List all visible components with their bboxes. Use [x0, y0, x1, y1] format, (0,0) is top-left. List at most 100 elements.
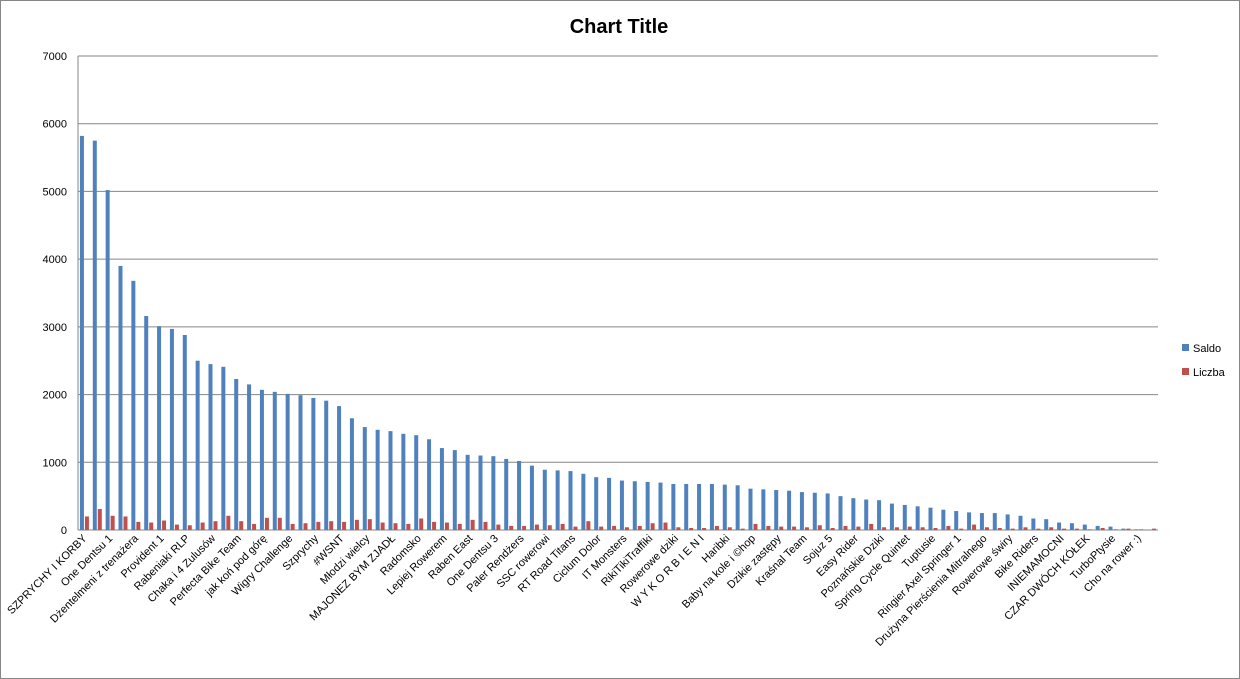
bar	[105, 190, 110, 530]
bar	[298, 395, 303, 530]
bar	[316, 521, 321, 530]
bar	[645, 481, 650, 530]
bar	[496, 524, 501, 530]
bar	[380, 522, 385, 530]
bar	[478, 455, 483, 530]
bar	[427, 439, 432, 530]
bar	[136, 521, 141, 530]
bar	[902, 504, 907, 530]
bar	[766, 525, 771, 530]
bar	[1010, 528, 1015, 530]
bar	[907, 526, 912, 530]
bar	[277, 517, 282, 530]
bar	[432, 521, 437, 530]
bar	[290, 523, 295, 530]
bar	[843, 525, 848, 530]
bar	[804, 527, 809, 530]
bar	[1062, 528, 1067, 530]
bar	[388, 431, 393, 530]
bar	[452, 450, 457, 530]
bar	[1049, 527, 1054, 530]
bar	[1069, 523, 1074, 530]
bar	[534, 524, 539, 530]
bar	[894, 527, 899, 530]
bar	[740, 528, 745, 530]
bar	[882, 527, 887, 530]
bar	[1134, 529, 1139, 530]
bar	[779, 526, 784, 530]
bar	[671, 483, 676, 530]
bar	[812, 492, 817, 530]
bar	[612, 525, 617, 530]
bar	[509, 525, 514, 530]
bar	[419, 518, 424, 530]
bar	[1044, 519, 1049, 530]
bar	[933, 527, 938, 530]
bar	[504, 458, 509, 530]
bar	[187, 525, 192, 530]
bar	[362, 427, 367, 530]
bar	[491, 456, 496, 530]
bar	[735, 485, 740, 530]
bar	[195, 360, 200, 530]
bar	[252, 523, 257, 530]
legend-label: Liczba	[1193, 367, 1226, 379]
bar	[851, 498, 856, 530]
bar	[354, 519, 359, 530]
bar	[555, 470, 560, 530]
bar	[979, 513, 984, 530]
bar	[889, 503, 894, 530]
bar	[787, 490, 792, 530]
bar	[131, 280, 136, 530]
bar	[517, 460, 522, 530]
bar	[1082, 524, 1087, 530]
bar	[324, 400, 329, 530]
bar	[169, 328, 174, 530]
bar	[329, 521, 334, 530]
bar	[856, 526, 861, 530]
bar	[337, 406, 342, 530]
bar	[959, 528, 964, 530]
bar	[1100, 527, 1105, 530]
bar	[239, 521, 244, 530]
bar	[1121, 528, 1126, 530]
bar	[877, 500, 882, 530]
bar	[997, 527, 1002, 530]
bar	[946, 525, 951, 530]
bar	[689, 527, 694, 530]
bar	[774, 490, 779, 530]
y-tick-label: 1000	[43, 457, 67, 469]
bar	[1108, 526, 1113, 530]
bar	[79, 135, 84, 530]
bar	[864, 499, 869, 530]
bar	[676, 527, 681, 530]
bar	[1005, 514, 1010, 530]
bar	[599, 526, 604, 530]
bar	[748, 488, 753, 530]
bar	[954, 511, 959, 530]
legend-label: Saldo	[1193, 343, 1221, 355]
bar	[727, 527, 732, 530]
bar	[213, 521, 218, 530]
bar	[658, 482, 663, 530]
bar	[650, 523, 655, 530]
bar	[542, 469, 547, 530]
bar	[1031, 518, 1036, 530]
y-tick-label: 0	[61, 525, 67, 537]
bar	[465, 454, 470, 530]
bar	[547, 525, 552, 530]
bar	[915, 506, 920, 530]
bar	[1023, 527, 1028, 530]
bar	[285, 393, 290, 530]
bar	[470, 519, 475, 530]
bar	[303, 523, 308, 530]
bar	[200, 522, 205, 530]
bar	[799, 492, 804, 530]
bar	[247, 384, 252, 530]
bar	[594, 477, 599, 530]
bar	[406, 523, 411, 530]
bar	[761, 489, 766, 530]
bar	[817, 525, 822, 530]
bar	[401, 433, 406, 530]
